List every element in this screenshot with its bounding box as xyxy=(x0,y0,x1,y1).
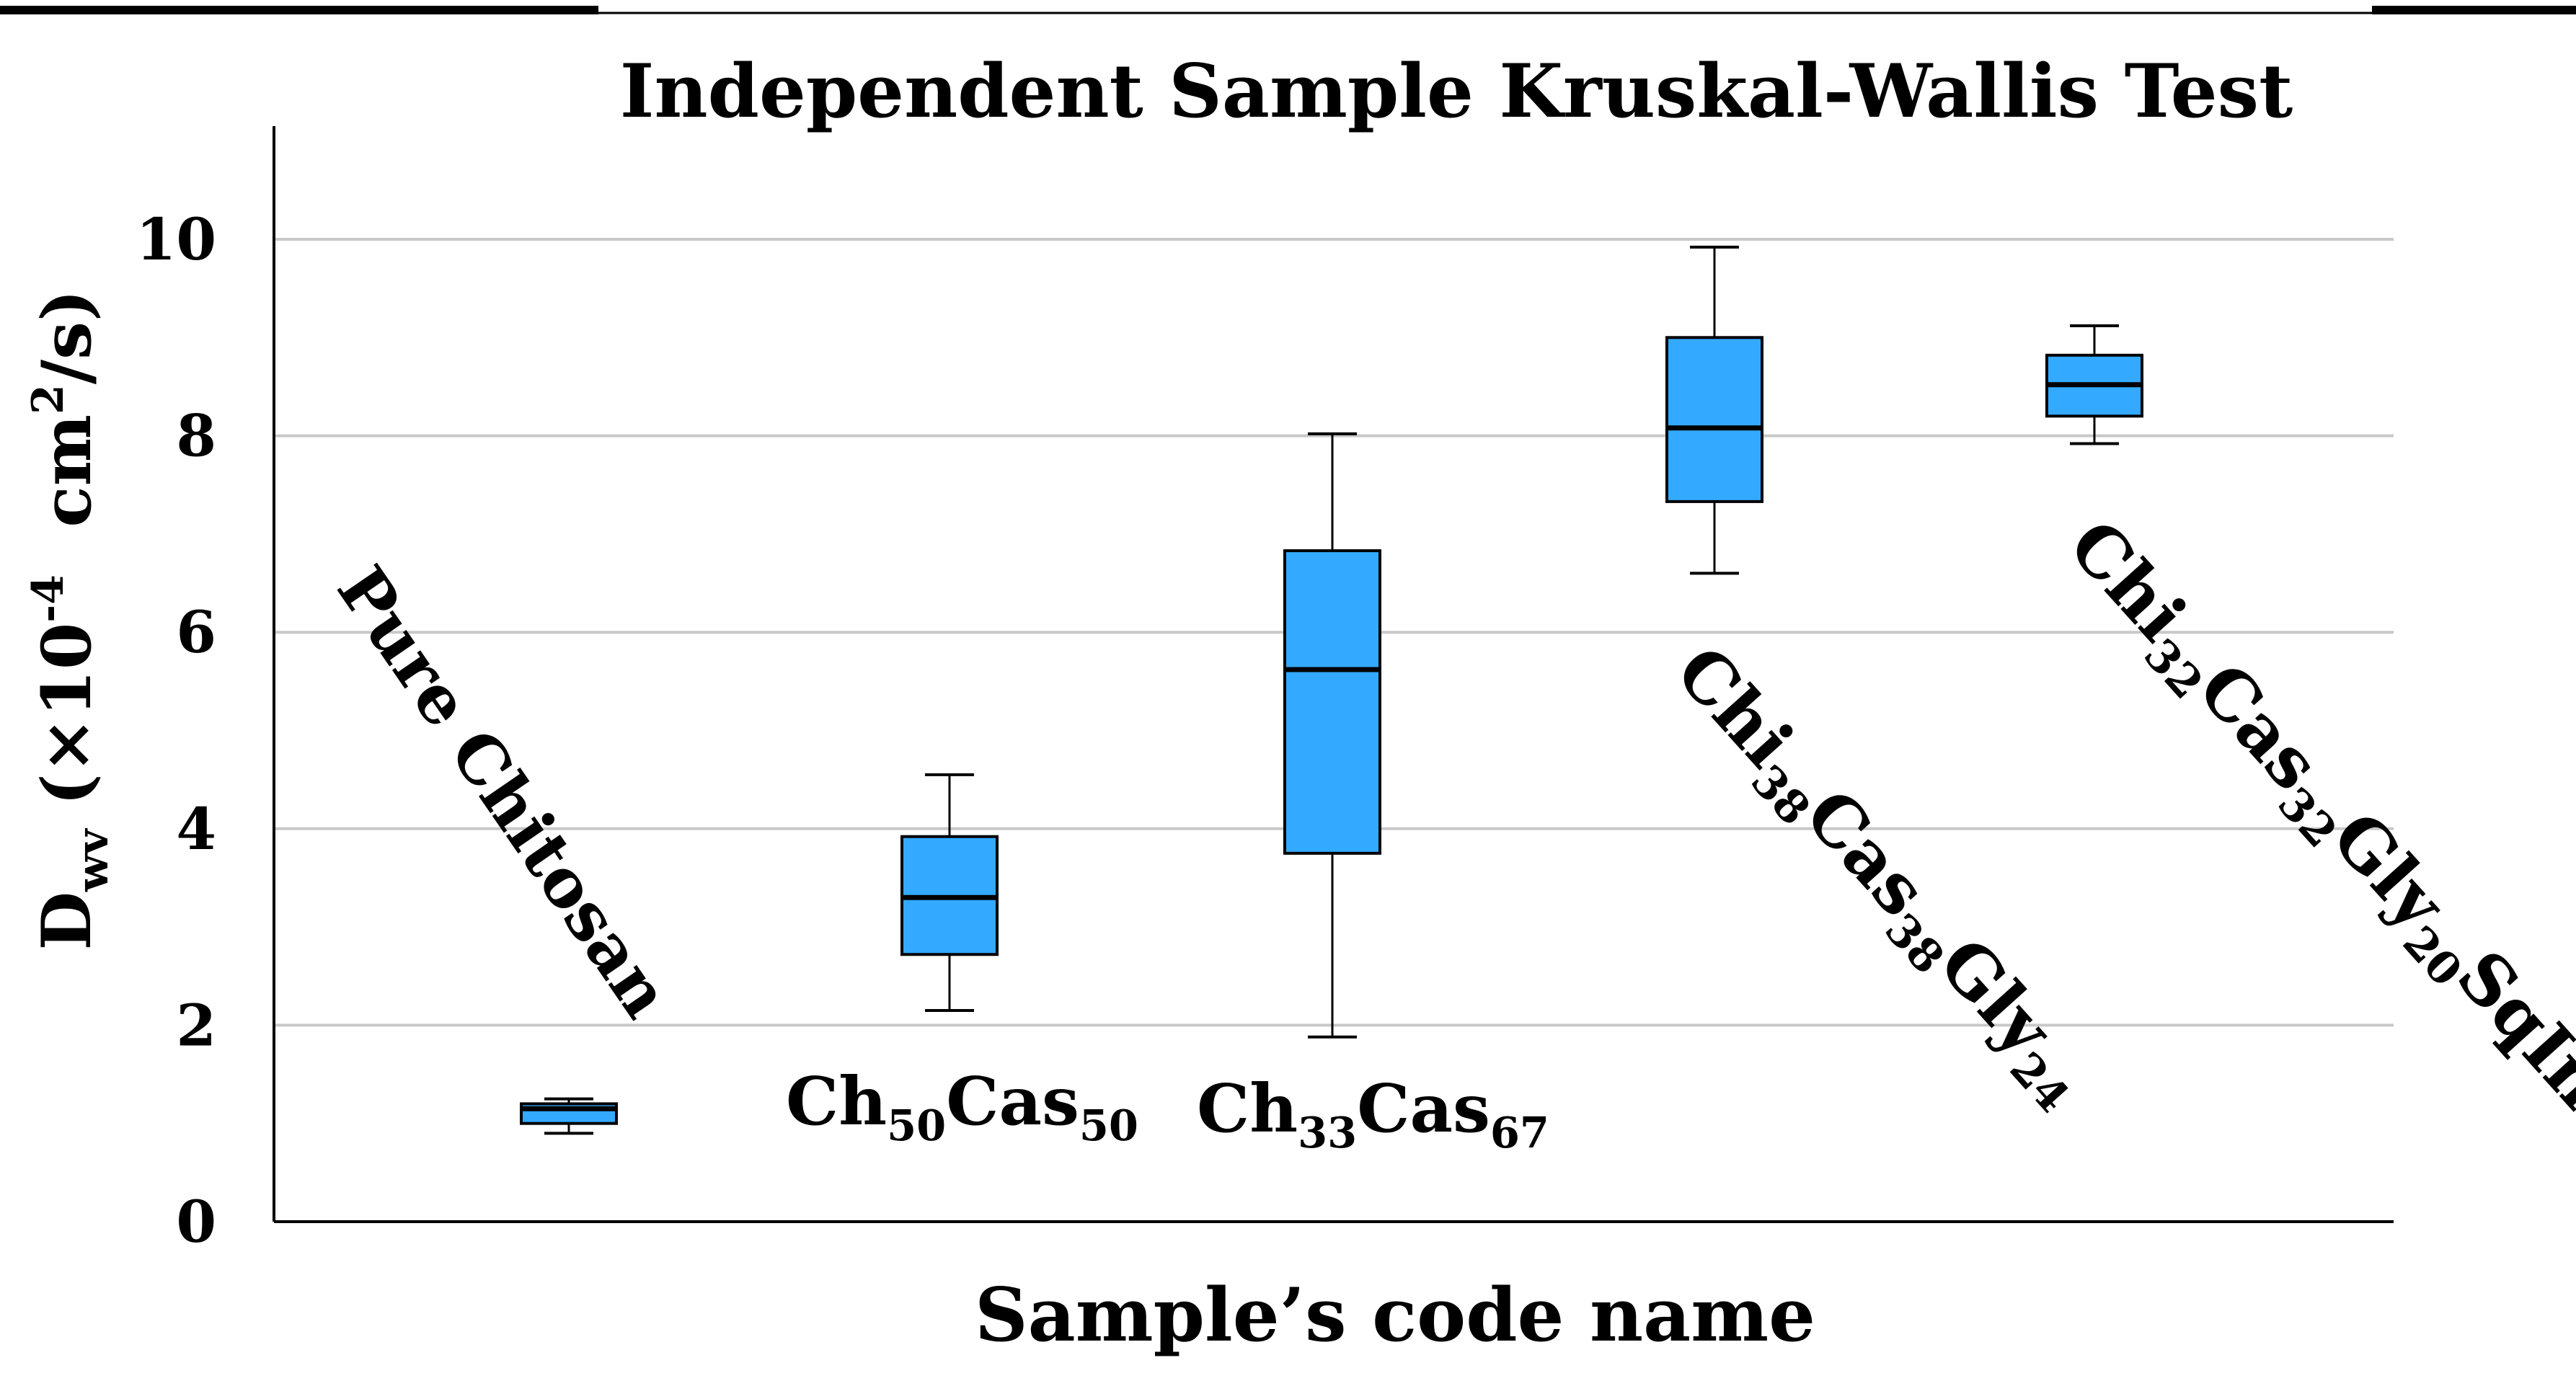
axes xyxy=(273,126,2394,1223)
category-label-1: Pure Chitosan xyxy=(322,552,686,1031)
category-label-2: Ch50Cas50 xyxy=(786,1062,1138,1150)
box-3 xyxy=(1283,432,1381,1039)
box-2 xyxy=(900,773,999,1012)
y-tick-label-8: 8 xyxy=(176,402,216,470)
category-label-5: Chi32Cas32Gly20SqInk16 xyxy=(2046,505,2576,1212)
box-4 xyxy=(1665,245,1763,575)
y-tick-label-0: 0 xyxy=(176,1188,216,1256)
category-label-4: Chi38Cas38Gly24 xyxy=(1653,631,2110,1123)
box-5 xyxy=(2045,324,2143,445)
chart-title: Independent Sample Kruskal-Wallis Test xyxy=(620,48,2293,135)
x-axis-label: Sample’s code name xyxy=(975,1272,1815,1359)
y-tick-label-10: 10 xyxy=(136,205,216,273)
y-tick-label-2: 2 xyxy=(176,991,216,1059)
y-tick-label-4: 4 xyxy=(176,795,216,863)
y-tick-label-6: 6 xyxy=(176,598,216,666)
y-axis-label: Dwv (×10-4 cm2/s) xyxy=(23,289,118,950)
y-tick-labels: 0 2 4 6 8 10 xyxy=(136,205,216,1256)
category-labels: Pure Chitosan Ch50Cas50 Ch33Cas67 Chi38Cas3… xyxy=(322,505,2576,1212)
iqr-box xyxy=(1665,336,1763,503)
category-label-3: Ch33Cas67 xyxy=(1197,1070,1549,1158)
boxes xyxy=(520,245,2143,1135)
iqr-box xyxy=(1283,549,1381,855)
box-1 xyxy=(520,1097,618,1135)
